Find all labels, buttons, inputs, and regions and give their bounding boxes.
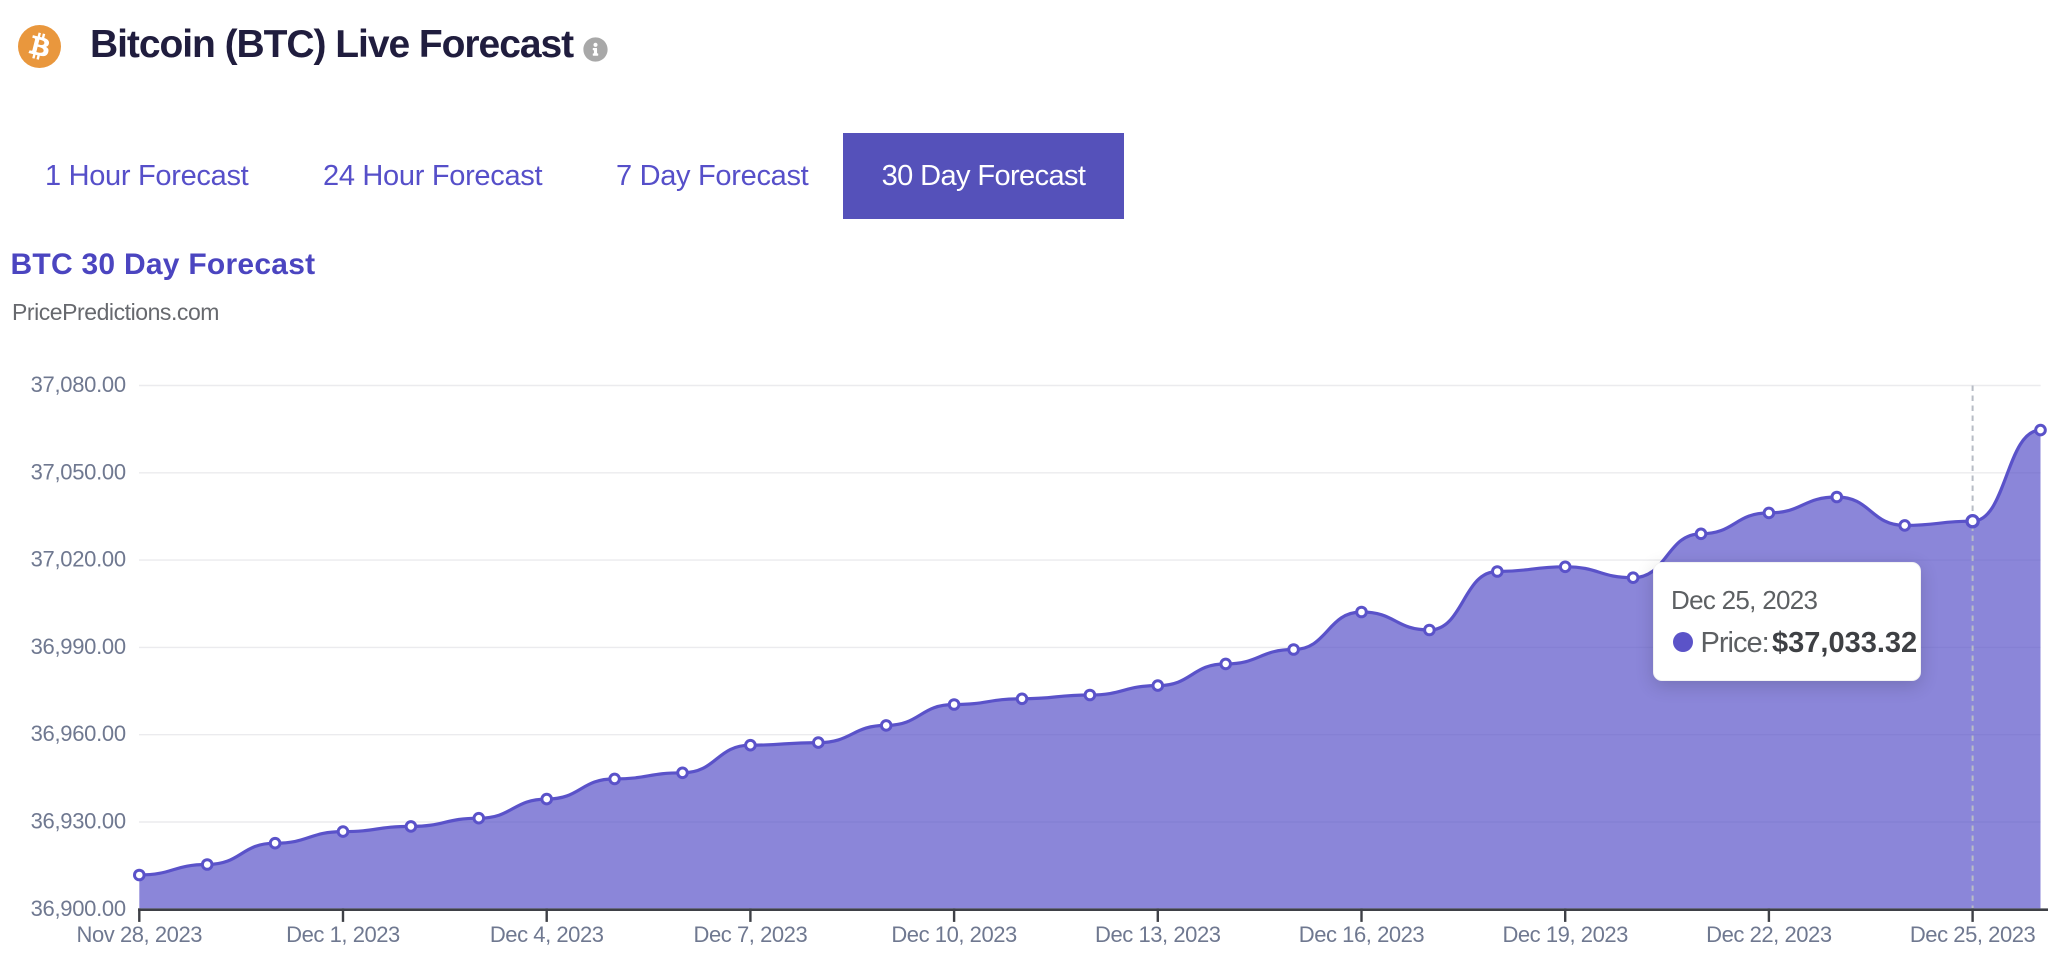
svg-text:Dec 10, 2023: Dec 10, 2023 bbox=[891, 922, 1017, 947]
svg-text:Dec 4, 2023: Dec 4, 2023 bbox=[490, 922, 604, 947]
svg-text:37,080.00: 37,080.00 bbox=[31, 372, 126, 397]
svg-text:36,900.00: 36,900.00 bbox=[31, 896, 126, 921]
svg-text:Dec 13, 2023: Dec 13, 2023 bbox=[1095, 922, 1221, 947]
svg-text:Dec 25, 2023: Dec 25, 2023 bbox=[1910, 922, 2036, 947]
svg-text:Dec 16, 2023: Dec 16, 2023 bbox=[1299, 922, 1425, 947]
svg-text:Nov 28, 2023: Nov 28, 2023 bbox=[77, 922, 203, 947]
svg-text:36,930.00: 36,930.00 bbox=[31, 809, 126, 834]
svg-text:Dec 1, 2023: Dec 1, 2023 bbox=[286, 922, 400, 947]
svg-text:Dec 22, 2023: Dec 22, 2023 bbox=[1706, 922, 1832, 947]
svg-text:Dec 7, 2023: Dec 7, 2023 bbox=[694, 922, 808, 947]
svg-text:Dec 19, 2023: Dec 19, 2023 bbox=[1502, 922, 1628, 947]
svg-text:37,050.00: 37,050.00 bbox=[31, 459, 126, 484]
svg-text:37,020.00: 37,020.00 bbox=[31, 547, 126, 572]
svg-text:36,990.00: 36,990.00 bbox=[31, 634, 126, 659]
svg-text:36,960.00: 36,960.00 bbox=[31, 721, 126, 746]
